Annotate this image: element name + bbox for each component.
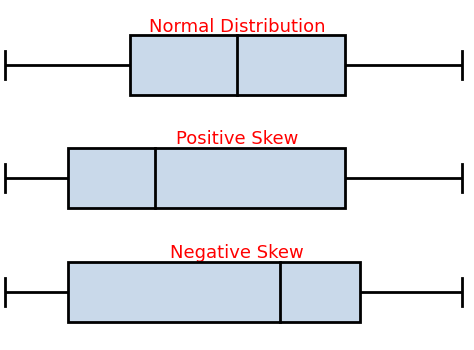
Text: Negative Skew: Negative Skew	[170, 244, 304, 262]
Bar	[68, 262, 360, 322]
Text: Positive Skew: Positive Skew	[176, 130, 298, 148]
Bar	[68, 148, 345, 208]
Bar	[130, 35, 345, 95]
Text: Normal Distribution: Normal Distribution	[149, 18, 325, 36]
